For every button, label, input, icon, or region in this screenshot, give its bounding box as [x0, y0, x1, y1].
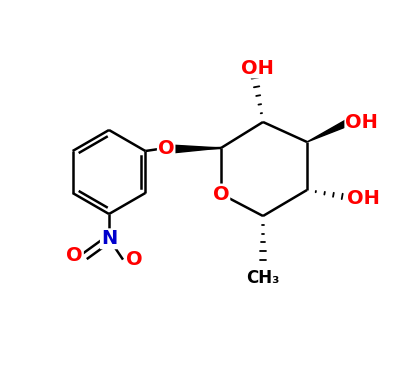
Text: OH: OH [240, 59, 273, 77]
Text: OH: OH [344, 112, 377, 132]
Polygon shape [173, 145, 221, 153]
Text: O: O [158, 139, 174, 159]
Text: CH₃: CH₃ [246, 269, 279, 287]
Text: O: O [126, 250, 142, 269]
Text: N: N [101, 229, 117, 248]
Text: O: O [212, 185, 229, 203]
Text: OH: OH [346, 188, 379, 208]
Text: O: O [66, 246, 83, 265]
Polygon shape [306, 119, 350, 142]
